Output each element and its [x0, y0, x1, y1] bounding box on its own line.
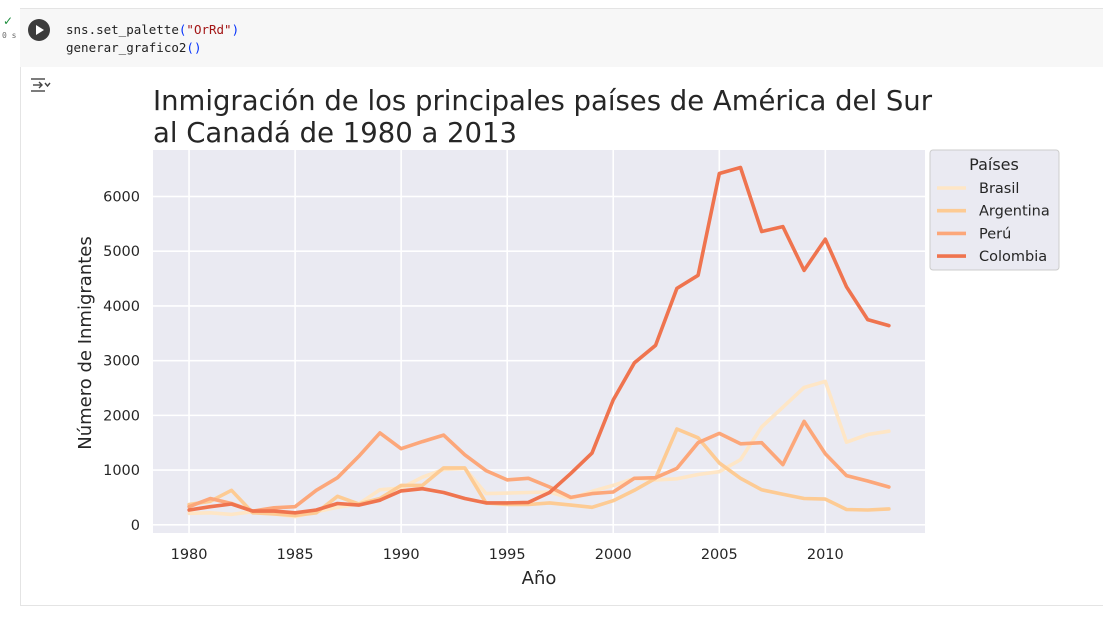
success-check-icon: ✓ — [3, 14, 14, 28]
y-tick-label: 0 — [131, 518, 140, 534]
series-lines — [187, 165, 891, 519]
code-line-1[interactable]: sns.set_palette("OrRd") — [66, 21, 239, 38]
series-line-perú — [187, 419, 891, 513]
legend-label-argentina: Argentina — [979, 204, 1050, 220]
y-tick-label: 1000 — [103, 463, 140, 479]
tick-labels: 1980 1985 1990 1995 2000 2005 2010 0 1000 2000 300… — [103, 190, 844, 563]
x-tick-label: 2005 — [701, 547, 738, 563]
code-fn-name: sns.set_palette — [66, 22, 179, 37]
chart-title-line-2: al Canadá de 1980 a 2013 — [153, 117, 517, 149]
x-tick-label: 1990 — [383, 547, 420, 563]
play-icon[interactable] — [28, 19, 50, 41]
grid-lines — [153, 150, 925, 533]
y-tick-label: 4000 — [103, 299, 140, 315]
legend-label-colombia: Colombia — [979, 249, 1047, 265]
execution-time: 0 s — [2, 31, 17, 40]
code-close-paren: ) — [231, 22, 240, 37]
series-line-colombia — [187, 165, 891, 515]
code-open-paren: ( — [178, 22, 187, 37]
x-axis-label: Año — [522, 568, 557, 589]
y-axis-label: Número de Inmigrantes — [75, 236, 96, 449]
legend: Países Brasil Argentina Perú Colombia — [929, 149, 1060, 271]
plot-area — [153, 150, 925, 533]
legend-box — [929, 149, 1060, 271]
code-line-2[interactable]: generar_grafico2() — [66, 39, 201, 56]
code-editor[interactable] — [20, 9, 1103, 67]
chart-title-line-1: Inmigración de los principales países de… — [153, 85, 933, 117]
x-tick-label: 2000 — [595, 547, 632, 563]
y-tick-label: 5000 — [103, 244, 140, 260]
output-toggle-icon[interactable] — [29, 76, 51, 94]
chart-title: Inmigración de los principales países de… — [153, 85, 933, 149]
y-tick-label: 6000 — [103, 190, 140, 206]
y-tick-label: 2000 — [103, 408, 140, 424]
series-line-argentina — [187, 427, 891, 518]
legend-title: Países — [969, 155, 1019, 174]
y-tick-label: 3000 — [103, 354, 140, 370]
code-fn-name: generar_grafico2 — [66, 40, 187, 55]
code-parens: () — [186, 40, 202, 55]
x-tick-label: 1985 — [277, 547, 314, 563]
legend-label-brasil: Brasil — [979, 181, 1019, 197]
code-string-arg: "OrRd" — [186, 22, 232, 37]
cell-gutter: ✓ 0 s — [0, 0, 20, 622]
x-tick-label: 1995 — [489, 547, 526, 563]
x-tick-label: 2010 — [807, 547, 844, 563]
x-tick-label: 1980 — [171, 547, 208, 563]
legend-label-perú: Perú — [979, 226, 1011, 242]
